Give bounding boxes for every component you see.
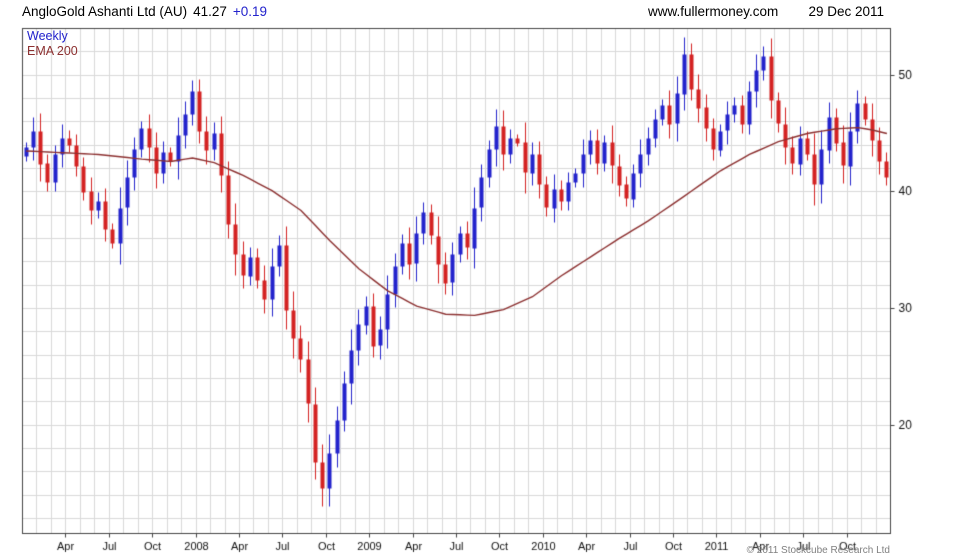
site-url: www.fullermoney.com bbox=[648, 4, 779, 19]
timeframe-label: Weekly bbox=[27, 29, 68, 43]
instrument-name: AngloGold Ashanti Ltd (AU) bbox=[22, 4, 188, 19]
copyright-text: © 2011 Stockcube Research Ltd bbox=[746, 545, 890, 556]
last-price: 41.27 bbox=[193, 4, 227, 19]
ema-legend-label: EMA 200 bbox=[27, 44, 78, 58]
chart-date: 29 Dec 2011 bbox=[808, 4, 884, 19]
price-change: +0.19 bbox=[232, 4, 268, 19]
chart-header: AngloGold Ashanti Ltd (AU) 41.27 +0.19 bbox=[22, 4, 267, 19]
